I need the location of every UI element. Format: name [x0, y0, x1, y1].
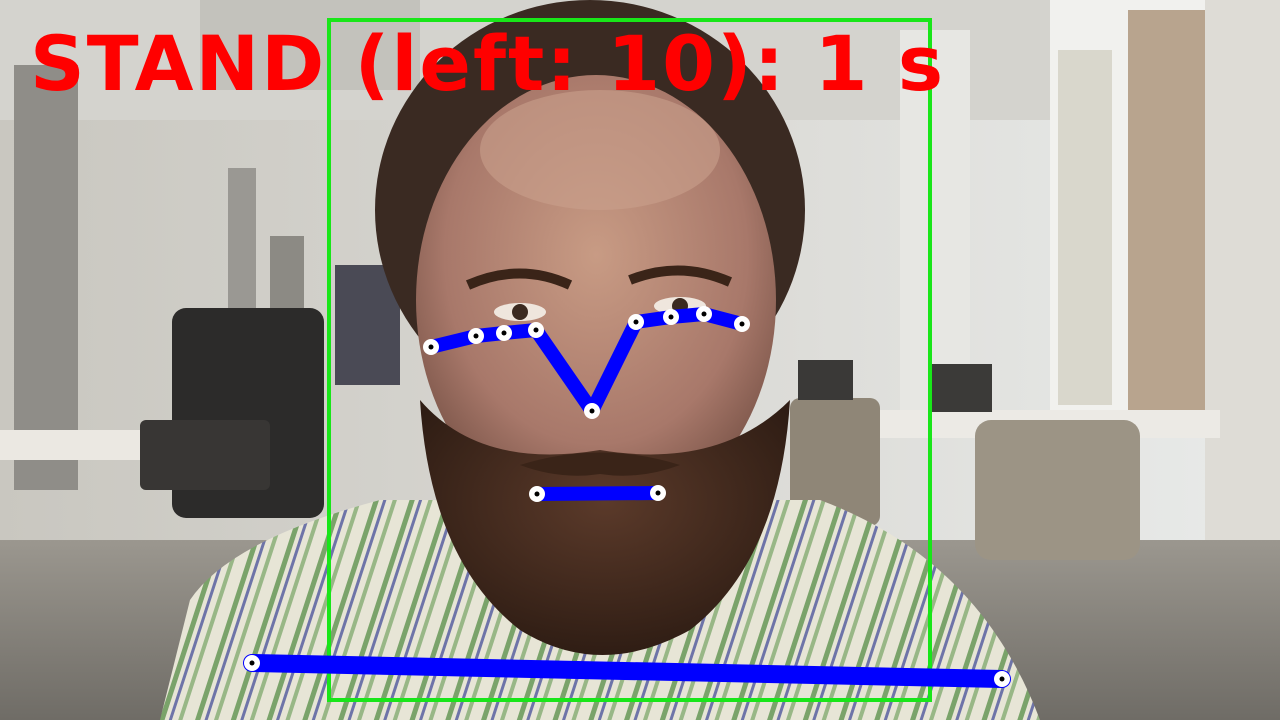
- pose-skeleton: [243, 307, 1011, 688]
- right-eye-line: [629, 307, 749, 331]
- mouth-line: [530, 486, 665, 501]
- keypoint: [663, 309, 679, 325]
- keypoint: [650, 485, 666, 501]
- detection-box: [327, 18, 932, 702]
- pose-keypoints: [244, 306, 1010, 687]
- keypoint: [628, 314, 644, 330]
- keypoint: [734, 316, 750, 332]
- keypoint: [468, 328, 484, 344]
- keypoint: [696, 306, 712, 322]
- shoulder-line: [243, 654, 1011, 688]
- keypoint: [529, 486, 545, 502]
- keypoint: [528, 322, 544, 338]
- left-eye-line: [424, 323, 543, 354]
- keypoint: [994, 671, 1010, 687]
- status-text: STAND (left: 10): 1 s: [30, 19, 946, 108]
- keypoint: [584, 403, 600, 419]
- keypoint: [496, 325, 512, 341]
- nose-v-line: [529, 315, 643, 418]
- keypoint: [244, 655, 260, 671]
- keypoint: [423, 339, 439, 355]
